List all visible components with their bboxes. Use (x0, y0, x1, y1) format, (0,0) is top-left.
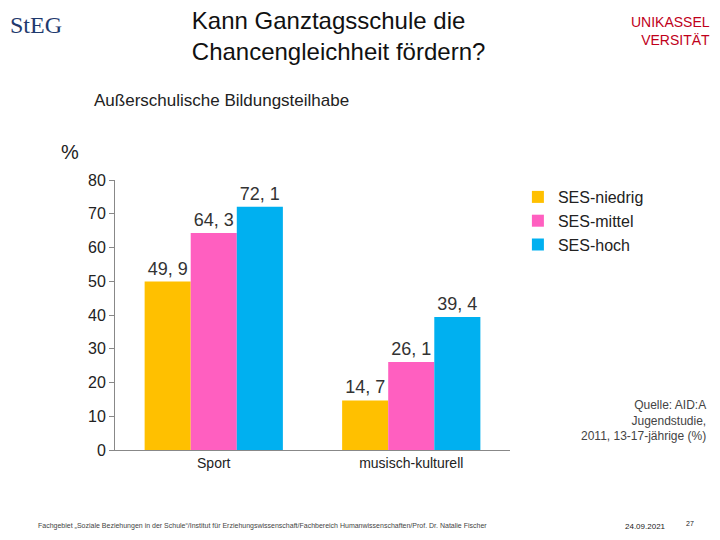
svg-text:0: 0 (97, 442, 106, 459)
svg-text:20: 20 (88, 374, 106, 391)
svg-text:Fachgebiet „Soziale Beziehunge: Fachgebiet „Soziale Beziehungen in der S… (38, 522, 487, 530)
svg-text:%: % (61, 141, 79, 163)
svg-text:14, 7: 14, 7 (345, 377, 385, 397)
svg-text:UNIKASSELVERSITÄT: UNIKASSELVERSITÄT (631, 14, 710, 48)
svg-text:30: 30 (88, 340, 106, 357)
svg-text:50: 50 (88, 273, 106, 290)
svg-text:64, 3: 64, 3 (194, 210, 234, 230)
svg-text:musisch-kulturell: musisch-kulturell (359, 455, 463, 471)
svg-text:27: 27 (686, 520, 694, 527)
svg-text:Sport: Sport (197, 455, 231, 471)
svg-text:72, 1: 72, 1 (240, 184, 280, 204)
svg-text:24.09.2021: 24.09.2021 (625, 522, 666, 531)
svg-text:40: 40 (88, 307, 106, 324)
svg-text:60: 60 (88, 239, 106, 256)
svg-text:Quelle: AID:AJugendstudie,2011: Quelle: AID:AJugendstudie,2011, 13-17-jä… (581, 398, 706, 443)
svg-text:SES-niedrig: SES-niedrig (558, 189, 643, 206)
svg-text:Außerschulische Bildungsteilha: Außerschulische Bildungsteilhabe (94, 91, 349, 110)
svg-text:80: 80 (88, 172, 106, 189)
svg-text:49, 9: 49, 9 (148, 259, 188, 279)
svg-text:Kann Ganztagsschule dieChancen: Kann Ganztagsschule dieChancengleichheit… (192, 7, 486, 65)
svg-text:70: 70 (88, 205, 106, 222)
svg-text:SES-mittel: SES-mittel (558, 213, 634, 230)
svg-text:39, 4: 39, 4 (437, 294, 477, 314)
svg-text:10: 10 (88, 408, 106, 425)
svg-text:StEG: StEG (10, 12, 62, 38)
svg-text:26, 1: 26, 1 (391, 339, 431, 359)
svg-text:SES-hoch: SES-hoch (558, 237, 630, 254)
